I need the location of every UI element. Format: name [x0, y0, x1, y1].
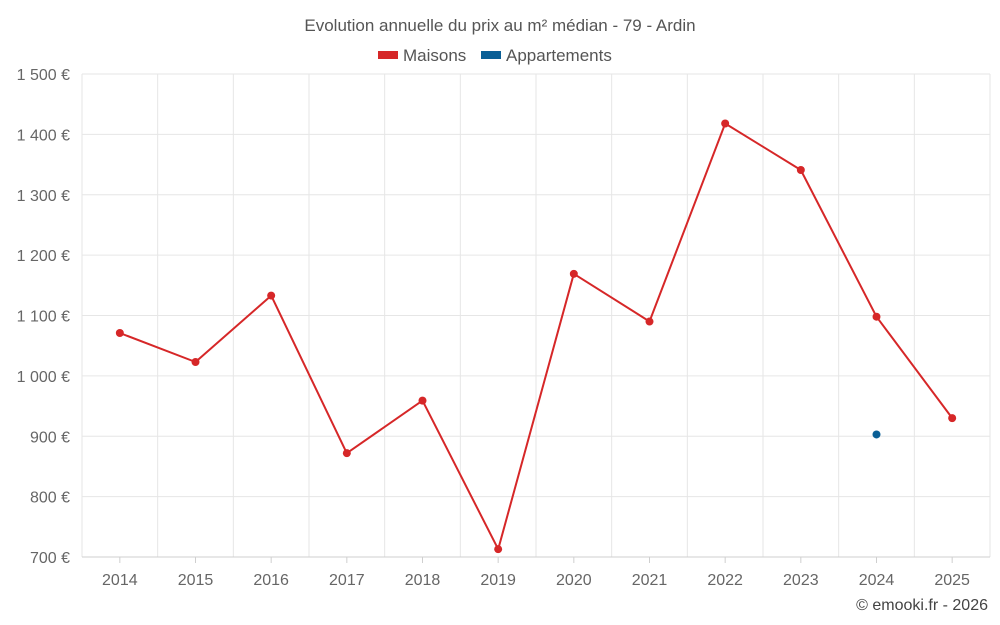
legend-swatch-maisons — [378, 51, 398, 59]
data-point-maisons[interactable] — [796, 165, 805, 174]
series — [115, 119, 957, 554]
data-point-maisons[interactable] — [494, 545, 503, 554]
y-tick-label: 1 500 € — [17, 67, 70, 84]
series-appartements — [872, 430, 881, 439]
legend-label-maisons[interactable]: Maisons — [403, 46, 466, 65]
x-tick-label: 2023 — [783, 572, 819, 589]
data-point-maisons[interactable] — [115, 329, 124, 338]
data-point-maisons[interactable] — [872, 312, 881, 321]
legend: Maisons Appartements — [378, 46, 612, 65]
y-tick-label: 1 100 € — [17, 309, 70, 326]
x-tick-label: 2018 — [405, 572, 441, 589]
legend-swatch-appartements — [481, 51, 501, 59]
y-axis: 700 € 800 € 900 € 1 000 € 1 100 € 1 200 € 1 30… — [17, 67, 70, 567]
y-tick-label: 1 400 € — [17, 127, 70, 144]
data-point-appartements[interactable] — [872, 430, 881, 439]
data-point-maisons[interactable] — [267, 291, 276, 300]
series-line-maisons — [119, 122, 954, 551]
x-tick-label: 2015 — [178, 572, 214, 589]
x-tick-label: 2021 — [632, 572, 668, 589]
y-tick-label: 1 200 € — [17, 248, 70, 265]
x-tick-label: 2014 — [102, 572, 138, 589]
credit-text: © emooki.fr - 2026 — [856, 597, 988, 614]
data-point-maisons[interactable] — [721, 119, 730, 128]
y-tick-label: 700 € — [30, 550, 70, 567]
x-axis: 2014 2015 2016 2017 2018 2019 2020 2021 2022 2023… — [82, 556, 990, 589]
data-point-maisons[interactable] — [418, 396, 427, 405]
data-point-maisons[interactable] — [569, 269, 578, 278]
x-tick-label: 2019 — [480, 572, 516, 589]
x-tick-label: 2020 — [556, 572, 592, 589]
x-tick-label: 2022 — [707, 572, 743, 589]
data-point-maisons[interactable] — [342, 449, 351, 458]
y-tick-label: 1 300 € — [17, 188, 70, 205]
data-point-maisons[interactable] — [948, 414, 957, 423]
x-tick-label: 2017 — [329, 572, 365, 589]
grid — [81, 73, 991, 557]
y-tick-label: 900 € — [30, 429, 70, 446]
x-tick-label: 2024 — [859, 572, 895, 589]
data-point-maisons[interactable] — [191, 357, 200, 366]
y-tick-label: 1 000 € — [17, 369, 70, 386]
x-tick-label: 2016 — [253, 572, 289, 589]
series-maisons — [115, 119, 957, 554]
data-point-maisons[interactable] — [645, 317, 654, 326]
y-tick-label: 800 € — [30, 490, 70, 507]
x-tick-label: 2025 — [934, 572, 970, 589]
chart-title: Evolution annuelle du prix au m² médian … — [304, 16, 695, 35]
legend-label-appartements[interactable]: Appartements — [506, 46, 612, 65]
